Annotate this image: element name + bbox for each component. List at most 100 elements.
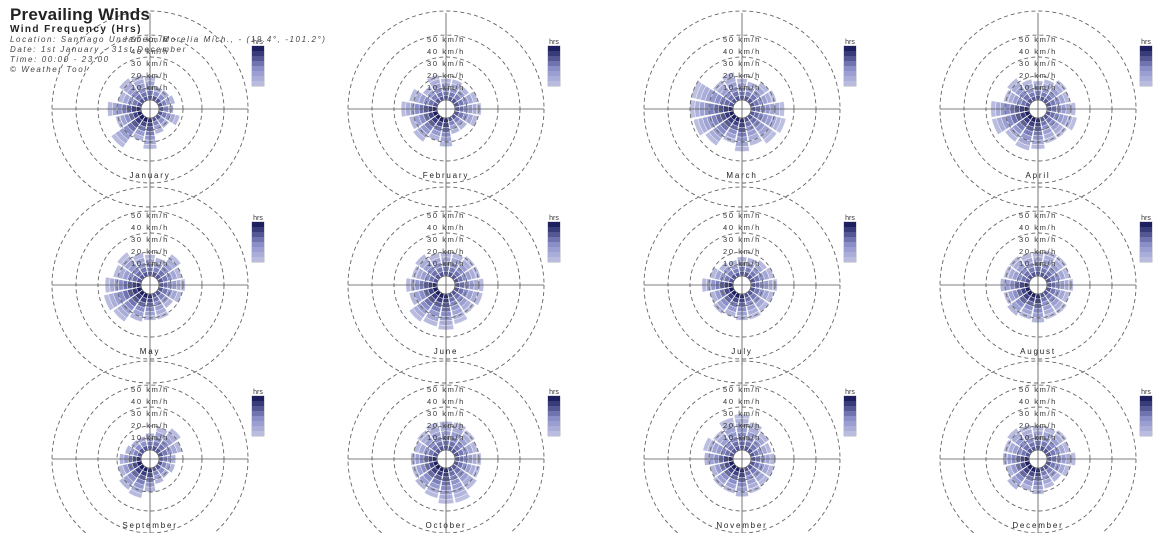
month-label: April (1025, 171, 1050, 180)
ring-label: 50 km/h (1019, 385, 1057, 394)
ring-label: 20 km/h (1019, 247, 1057, 256)
wind-sector-ene (763, 442, 773, 454)
ring-label: 50 km/h (131, 35, 169, 44)
ring-label: 40 km/h (723, 223, 761, 232)
wind-sector-sw (110, 133, 126, 149)
ring-label: 40 km/h (131, 397, 169, 406)
legend-swatch (252, 411, 264, 416)
ring-label: 50 km/h (131, 385, 169, 394)
legend-swatch (548, 61, 560, 66)
legend-swatch (1140, 51, 1152, 56)
month-label: January (129, 171, 170, 180)
legend-swatch (252, 51, 264, 56)
legend-unit-label: hrs (845, 389, 855, 396)
legend-swatch (548, 46, 560, 51)
legend-swatch (1140, 396, 1152, 401)
wind-sector-wsw (103, 293, 115, 311)
legend-swatch (844, 406, 856, 411)
ring-label: 40 km/h (131, 223, 169, 232)
legend-swatch (1140, 71, 1152, 76)
legend-unit-label: hrs (253, 389, 263, 396)
legend-swatch (252, 71, 264, 76)
wind-sector-nne (746, 257, 758, 266)
ring-label: 50 km/h (723, 211, 761, 220)
wind-sector-nnw (727, 259, 738, 268)
wind-sector-sw (412, 129, 426, 143)
wind-sector-sw (408, 307, 424, 323)
legend-swatch (1140, 257, 1152, 262)
legend-swatch (844, 421, 856, 426)
ring-label: 50 km/h (723, 385, 761, 394)
legend-swatch (844, 401, 856, 406)
legend-swatch (252, 252, 264, 257)
wind-sector-sw (1006, 303, 1020, 317)
wind-sector-sse (154, 476, 165, 485)
legend-unit-label: hrs (253, 39, 263, 46)
legend-swatch (844, 396, 856, 401)
wind-sector-nne (452, 421, 467, 432)
wind-sector-wnw (1003, 439, 1013, 453)
legend-swatch (844, 237, 856, 242)
ring-label: 40 km/h (1019, 397, 1057, 406)
ring-label: 30 km/h (427, 409, 465, 418)
wind-sector-ese (1067, 116, 1078, 131)
wind-sector-wnw (702, 437, 713, 452)
legend-swatch (1140, 411, 1152, 416)
wind-sector-nw (718, 261, 729, 272)
wind-sector-nw (116, 251, 130, 265)
legend-swatch (548, 237, 560, 242)
legend-swatch (844, 227, 856, 232)
legend-swatch (1140, 61, 1152, 66)
legend-swatch (1140, 252, 1152, 257)
legend-swatch (252, 46, 264, 51)
ring-label: 10 km/h (427, 83, 465, 92)
legend-unit-label: hrs (1141, 215, 1151, 222)
legend-swatch (548, 396, 560, 401)
legend-swatch (548, 426, 560, 431)
legend-swatch (252, 56, 264, 61)
legend-swatch (1140, 56, 1152, 61)
legend-swatch (844, 411, 856, 416)
ring-label: 30 km/h (131, 409, 169, 418)
ring-label: 40 km/h (427, 223, 465, 232)
legend-unit-label: hrs (253, 215, 263, 222)
wind-sector-wnw (1003, 265, 1013, 279)
wind-sector-sse (453, 314, 468, 325)
legend-unit-label: hrs (1141, 389, 1151, 396)
legend-swatch (548, 401, 560, 406)
legend-swatch (844, 257, 856, 262)
ring-label: 10 km/h (723, 83, 761, 92)
ring-label: 40 km/h (723, 397, 761, 406)
legend-swatch (1140, 247, 1152, 252)
wind-rose-april: 10 km/h 20 km/h 30 km/h 40 km/h 50 km/h hrs Ap… (939, 10, 1153, 208)
legend-swatch (252, 227, 264, 232)
wind-sector-ese (171, 114, 181, 126)
month-label: October (425, 521, 466, 530)
legend-swatch (1140, 237, 1152, 242)
ring-label: 20 km/h (723, 71, 761, 80)
legend-swatch (844, 76, 856, 81)
wind-sector-ssw (129, 312, 144, 323)
date-text: Date: 1st January - 31st December (10, 45, 187, 54)
wind-rose-october: 10 km/h 20 km/h 30 km/h 40 km/h 50 km/h hrs Oc… (347, 360, 561, 533)
legend-swatch (548, 76, 560, 81)
ring-label: 10 km/h (427, 433, 465, 442)
legend-swatch (548, 222, 560, 227)
wind-rose-may: 10 km/h 20 km/h 30 km/h 40 km/h 50 km/h hrs Ma… (51, 186, 265, 384)
wind-sector-ne (168, 253, 182, 267)
ring-label: 20 km/h (427, 421, 465, 430)
legend-swatch (548, 247, 560, 252)
legend-swatch (548, 411, 560, 416)
legend-swatch (1140, 81, 1152, 86)
legend-swatch (548, 51, 560, 56)
ring-label: 20 km/h (131, 247, 169, 256)
legend-swatch (1140, 401, 1152, 406)
legend-swatch (548, 416, 560, 421)
legend-swatch (252, 232, 264, 237)
ring-label: 30 km/h (1019, 235, 1057, 244)
ring-label: 50 km/h (1019, 35, 1057, 44)
ring-label: 20 km/h (131, 71, 169, 80)
wind-sector-sw (1004, 129, 1018, 143)
ring-label: 50 km/h (427, 385, 465, 394)
